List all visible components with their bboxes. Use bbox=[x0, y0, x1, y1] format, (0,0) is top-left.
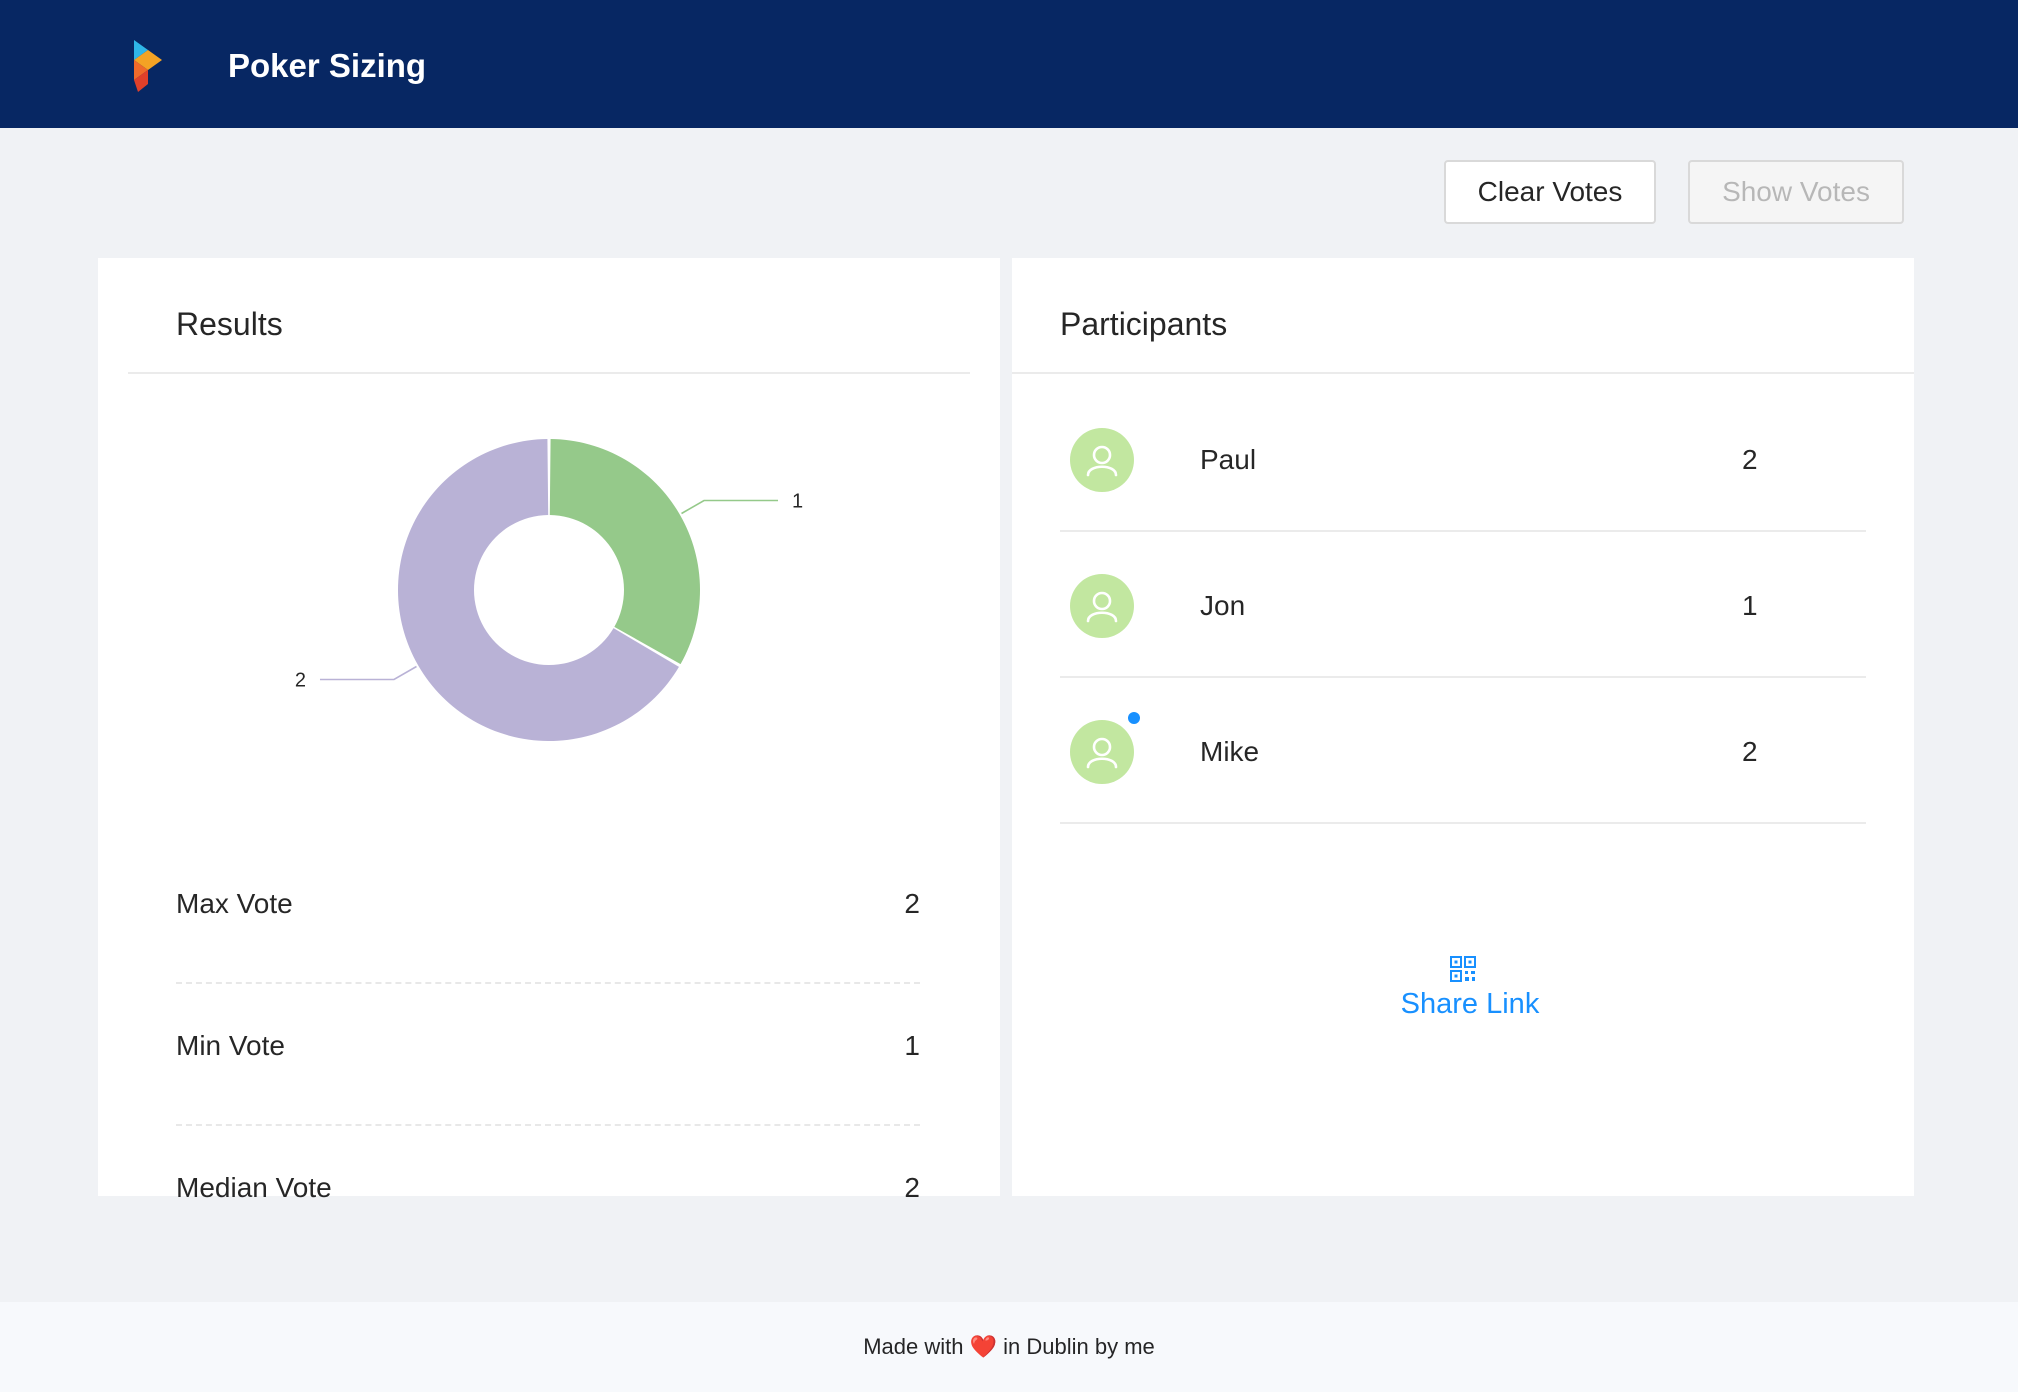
qrcode-icon[interactable] bbox=[1450, 956, 1476, 982]
footer-prefix: Made with bbox=[863, 1334, 964, 1359]
app-header: Poker Sizing bbox=[0, 0, 2018, 128]
show-votes-button[interactable]: Show Votes bbox=[1688, 160, 1904, 224]
stat-label: Max Vote bbox=[176, 888, 293, 919]
stat-row-min: Min Vote 1 bbox=[176, 984, 920, 1126]
participants-card: Participants Paul 2 Jon 1 Mike 2 Share Link bbox=[1012, 258, 1914, 1196]
participant-vote: 1 bbox=[1742, 590, 1758, 621]
heart-icon: ❤️ bbox=[969, 1334, 998, 1359]
avatar bbox=[1070, 428, 1134, 492]
participant-vote: 2 bbox=[1742, 444, 1758, 475]
stat-value: 1 bbox=[904, 1030, 920, 1061]
results-divider bbox=[128, 372, 970, 374]
stat-row-median: Median Vote 2 bbox=[176, 1126, 920, 1268]
participant-vote: 2 bbox=[1742, 736, 1758, 767]
donut-slice bbox=[549, 439, 700, 665]
participant-name: Jon bbox=[1200, 590, 1246, 621]
participant-row: Mike 2 bbox=[1060, 678, 1866, 824]
stat-label: Min Vote bbox=[176, 1030, 285, 1061]
app-logo-icon[interactable] bbox=[132, 40, 166, 92]
stat-label: Median Vote bbox=[176, 1172, 332, 1203]
avatar bbox=[1070, 720, 1134, 784]
stat-row-max: Max Vote 2 bbox=[176, 842, 920, 984]
participant-name: Paul bbox=[1200, 444, 1257, 475]
user-icon bbox=[1086, 445, 1118, 477]
footer-suffix: in Dublin by me bbox=[1003, 1334, 1155, 1359]
footer: Made with ❤️ in Dublin by me bbox=[0, 1302, 2018, 1392]
participant-row: Paul 2 bbox=[1060, 386, 1866, 532]
share-link-label[interactable]: Share Link bbox=[1400, 988, 1540, 1020]
donut-label: 2 bbox=[295, 670, 306, 692]
results-donut-chart: 12 bbox=[295, 439, 803, 742]
clear-votes-button[interactable]: Clear Votes bbox=[1444, 160, 1656, 224]
stat-value: 2 bbox=[904, 888, 920, 919]
participants-title: Participants bbox=[1060, 306, 1228, 342]
results-title: Results bbox=[176, 306, 283, 342]
participant-row: Jon 1 bbox=[1060, 532, 1866, 678]
user-icon bbox=[1086, 737, 1118, 769]
avatar bbox=[1070, 574, 1134, 638]
participant-name: Mike bbox=[1200, 736, 1260, 767]
donut-leader-line bbox=[319, 665, 417, 681]
donut-leader-line bbox=[681, 499, 779, 515]
stat-value: 2 bbox=[904, 1172, 920, 1203]
donut-label: 1 bbox=[792, 491, 803, 513]
user-icon bbox=[1086, 591, 1118, 623]
online-status-dot bbox=[1128, 712, 1140, 724]
participants-divider bbox=[1012, 372, 1914, 374]
app-title: Poker Sizing bbox=[228, 47, 427, 84]
donut-slice bbox=[397, 439, 679, 742]
